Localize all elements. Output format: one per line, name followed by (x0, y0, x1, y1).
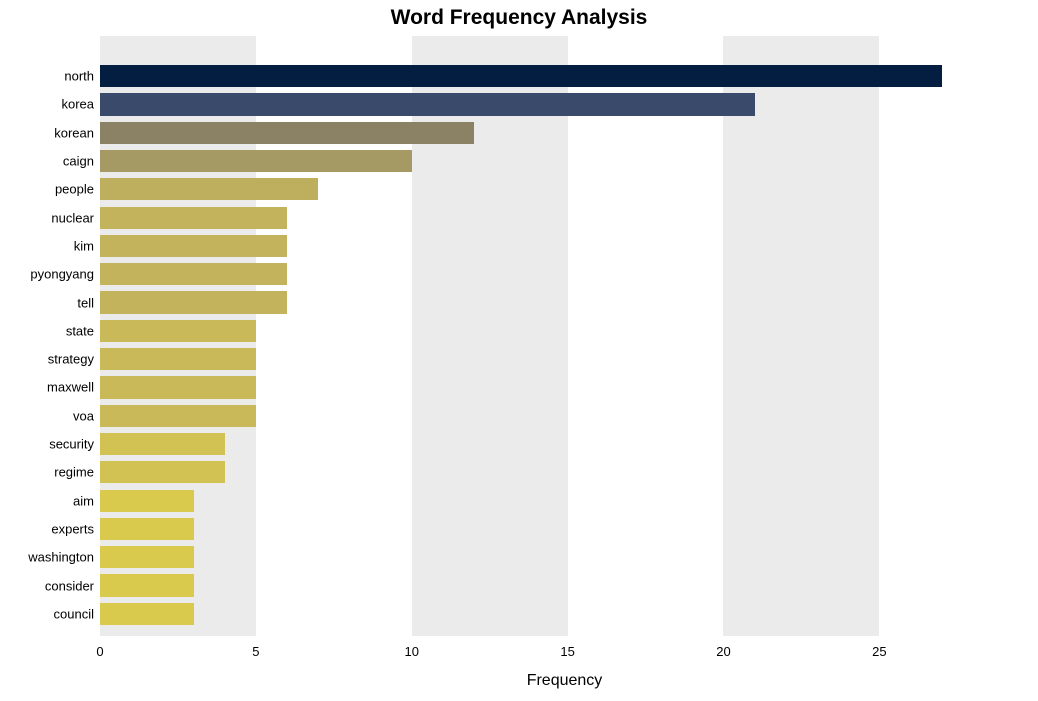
bar (100, 150, 412, 172)
x-tick-label: 5 (252, 636, 259, 659)
bar-row: consider (100, 571, 1029, 599)
bar (100, 461, 225, 483)
y-tick-label: korean (54, 126, 100, 139)
bar-row: caign (100, 147, 1029, 175)
bar (100, 376, 256, 398)
bar-row: north (100, 62, 1029, 90)
y-tick-label: kim (74, 239, 100, 252)
y-tick-label: voa (73, 409, 100, 422)
x-tick-label: 25 (872, 636, 886, 659)
bar-row: korea (100, 90, 1029, 118)
bar (100, 518, 194, 540)
bar (100, 122, 474, 144)
bar-row: pyongyang (100, 260, 1029, 288)
y-tick-label: strategy (48, 353, 100, 366)
x-tick-label: 0 (96, 636, 103, 659)
bar (100, 178, 318, 200)
bar-row: regime (100, 458, 1029, 486)
y-tick-label: experts (51, 522, 100, 535)
y-tick-label: washington (28, 551, 100, 564)
y-tick-label: pyongyang (30, 268, 100, 281)
y-tick-label: regime (54, 466, 100, 479)
bar-row: voa (100, 402, 1029, 430)
y-tick-label: council (54, 607, 100, 620)
bar (100, 93, 755, 115)
bar-row: maxwell (100, 373, 1029, 401)
bar-row: experts (100, 515, 1029, 543)
bar (100, 235, 287, 257)
bar (100, 433, 225, 455)
y-tick-label: security (49, 438, 100, 451)
bar-row: tell (100, 288, 1029, 316)
y-tick-label: caign (63, 155, 100, 168)
bar-row: state (100, 317, 1029, 345)
bar-row: council (100, 600, 1029, 628)
bar (100, 603, 194, 625)
y-tick-label: nuclear (51, 211, 100, 224)
bar (100, 546, 194, 568)
plot-area: 0510152025Frequencynorthkoreakoreancaign… (100, 36, 1029, 636)
x-tick-label: 15 (560, 636, 574, 659)
chart-title: Word Frequency Analysis (0, 6, 1038, 30)
x-tick-label: 20 (716, 636, 730, 659)
bar-row: nuclear (100, 204, 1029, 232)
bar (100, 291, 287, 313)
bar (100, 263, 287, 285)
y-tick-label: korea (61, 98, 100, 111)
bar (100, 207, 287, 229)
bar (100, 348, 256, 370)
y-tick-label: aim (73, 494, 100, 507)
bar-row: kim (100, 232, 1029, 260)
bar-row: people (100, 175, 1029, 203)
x-axis-label: Frequency (527, 672, 603, 690)
bar-row: security (100, 430, 1029, 458)
bar-row: strategy (100, 345, 1029, 373)
bar-row: aim (100, 487, 1029, 515)
y-tick-label: maxwell (47, 381, 100, 394)
bar (100, 65, 942, 87)
y-tick-label: north (64, 70, 100, 83)
y-tick-label: people (55, 183, 100, 196)
bar (100, 320, 256, 342)
bar (100, 574, 194, 596)
bar (100, 405, 256, 427)
bar-row: korean (100, 119, 1029, 147)
bar (100, 490, 194, 512)
y-tick-label: tell (77, 296, 100, 309)
y-tick-label: consider (45, 579, 100, 592)
x-tick-label: 10 (405, 636, 419, 659)
y-tick-label: state (66, 324, 100, 337)
bar-row: washington (100, 543, 1029, 571)
